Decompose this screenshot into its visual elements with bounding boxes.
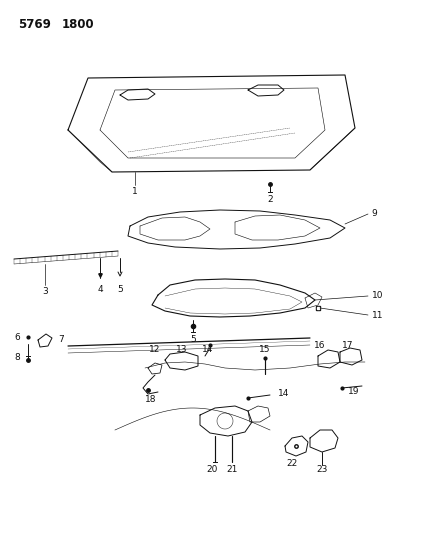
Text: 4: 4 [97,285,103,294]
Text: 22: 22 [286,458,297,467]
Text: 18: 18 [145,395,157,405]
Text: 15: 15 [259,345,271,354]
Text: 19: 19 [348,387,360,397]
Text: 9: 9 [371,208,377,217]
Text: 8: 8 [14,353,20,362]
Text: 3: 3 [42,287,48,295]
Text: 23: 23 [316,465,328,474]
Text: 1800: 1800 [62,18,95,30]
Text: 21: 21 [226,465,238,474]
Text: 11: 11 [372,311,384,319]
Text: 10: 10 [372,290,384,300]
Text: 1: 1 [132,187,138,196]
Text: 7: 7 [58,335,64,344]
Text: 12: 12 [149,345,160,354]
Text: 2: 2 [267,195,273,204]
Text: 5769: 5769 [18,18,51,30]
Text: 20: 20 [206,465,218,474]
Text: 14: 14 [278,390,289,399]
Text: 14: 14 [202,345,214,354]
Text: 13: 13 [176,345,188,354]
Text: 17: 17 [342,341,354,350]
Text: 6: 6 [14,333,20,342]
Text: 5: 5 [190,335,196,344]
Text: 16: 16 [314,341,326,350]
Text: 5: 5 [117,285,123,294]
